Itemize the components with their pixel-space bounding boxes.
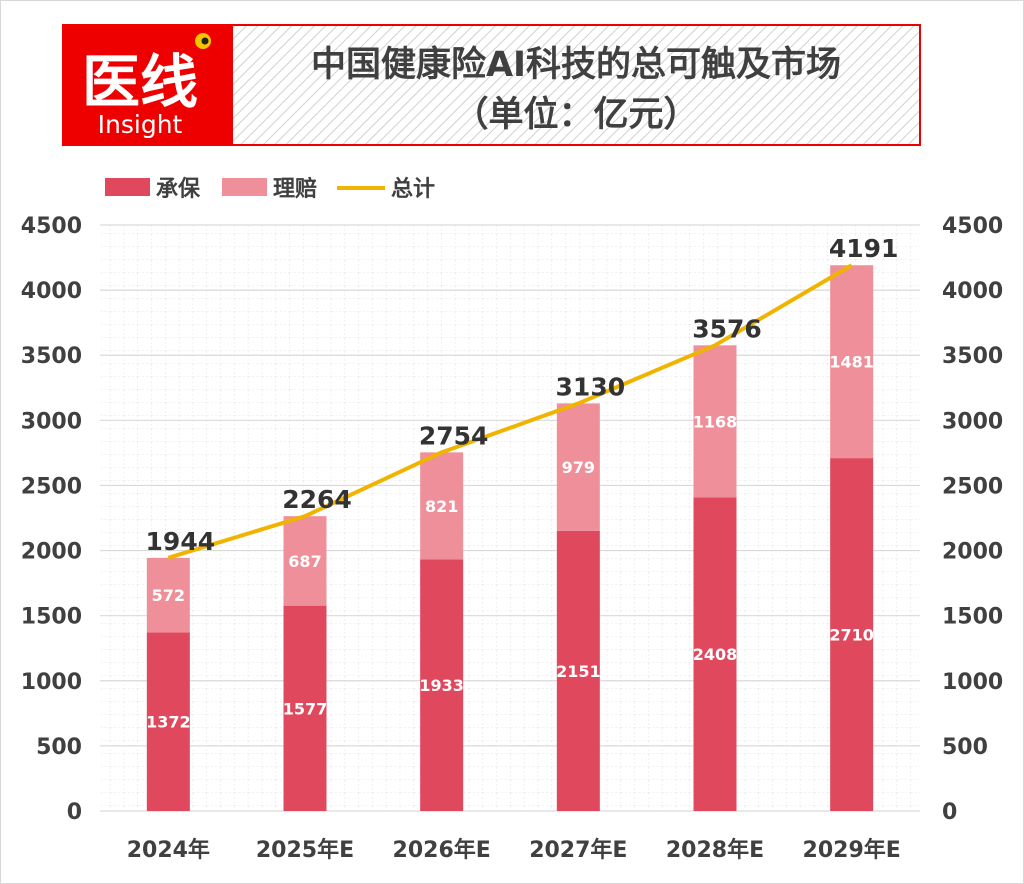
x-tick-label: 2025年E bbox=[256, 837, 354, 863]
data-label-underwriting: 1372 bbox=[146, 713, 191, 732]
bar-underwriting bbox=[830, 458, 874, 811]
data-label-claims: 979 bbox=[562, 458, 595, 477]
y-tick-label-right: 0 bbox=[942, 800, 957, 825]
y-tick-label-left: 2000 bbox=[21, 540, 82, 565]
legend: 承保 理赔 总计 bbox=[105, 176, 435, 202]
y-tick-label-left: 4000 bbox=[21, 279, 82, 304]
y-tick-label-left: 3000 bbox=[21, 409, 82, 434]
x-tick-label: 2029年E bbox=[803, 837, 901, 863]
data-label-underwriting: 1577 bbox=[283, 699, 328, 718]
legend-swatch-underwriting bbox=[105, 178, 150, 196]
legend-label-claims: 理赔 bbox=[273, 176, 317, 202]
plot-area bbox=[100, 225, 920, 811]
data-label-total: 2264 bbox=[282, 485, 352, 514]
y-tick-label-left: 4500 bbox=[21, 214, 82, 239]
y-tick-label-left: 2500 bbox=[21, 474, 82, 499]
data-label-claims: 1168 bbox=[693, 412, 738, 431]
data-label-underwriting: 1933 bbox=[419, 676, 464, 695]
line-total bbox=[167, 263, 853, 560]
y-tick-label-left: 1500 bbox=[21, 605, 82, 630]
bar-underwriting bbox=[693, 497, 737, 811]
y-tick-label-right: 1500 bbox=[942, 605, 1003, 630]
data-label-total: 4191 bbox=[829, 234, 899, 263]
data-label-total: 3576 bbox=[692, 314, 762, 343]
bar-claims bbox=[420, 452, 464, 560]
data-label-underwriting: 2710 bbox=[829, 626, 874, 645]
title-banner: 医线 Insight 中国健康险AI科技的总可触及市场 （单位：亿元） bbox=[62, 24, 921, 146]
legend-label-underwriting: 承保 bbox=[156, 177, 201, 202]
x-tick-label: 2028年E bbox=[666, 837, 764, 863]
x-tick-label: 2024年 bbox=[127, 837, 210, 863]
y-tick-label-left: 0 bbox=[67, 800, 82, 825]
x-tick-label: 2026年E bbox=[393, 837, 491, 863]
y-tick-label-right: 2000 bbox=[942, 540, 1003, 565]
bar-claims bbox=[556, 403, 600, 531]
x-tick-label: 2027年E bbox=[529, 837, 627, 863]
y-tick-label-right: 3000 bbox=[942, 409, 1003, 434]
bar-claims bbox=[830, 265, 874, 459]
data-label-underwriting: 2151 bbox=[556, 662, 601, 681]
bar-underwriting bbox=[420, 559, 464, 811]
y-tick-label-left: 500 bbox=[36, 735, 82, 760]
chart-title: 中国健康险AI科技的总可触及市场 bbox=[311, 44, 841, 85]
legend-label-total: 总计 bbox=[391, 176, 435, 202]
bar-claims bbox=[283, 516, 327, 606]
data-label-total: 3130 bbox=[556, 372, 626, 401]
data-label-claims: 1481 bbox=[829, 353, 874, 372]
bar-claims bbox=[146, 557, 190, 633]
y-tick-label-right: 3500 bbox=[942, 344, 1003, 369]
data-label-claims: 687 bbox=[288, 552, 321, 571]
data-label-claims: 572 bbox=[152, 586, 185, 605]
bar-underwriting bbox=[283, 605, 327, 811]
y-tick-label-right: 500 bbox=[942, 735, 988, 760]
data-label-total: 1944 bbox=[146, 527, 216, 556]
legend-swatch-claims bbox=[222, 178, 267, 196]
data-label-total: 2754 bbox=[419, 421, 489, 450]
chart-subtitle: （单位：亿元） bbox=[453, 95, 698, 135]
logo-text-cn: 医线 bbox=[82, 48, 198, 116]
bar-claims bbox=[693, 345, 737, 498]
y-tick-label-left: 3500 bbox=[21, 344, 82, 369]
data-label-underwriting: 2408 bbox=[693, 645, 738, 664]
bar-underwriting bbox=[146, 632, 190, 811]
logo-text-en: Insight bbox=[98, 110, 183, 139]
y-tick-label-right: 2500 bbox=[942, 474, 1003, 499]
y-tick-label-left: 1000 bbox=[21, 670, 82, 695]
bar-underwriting bbox=[556, 530, 600, 811]
y-tick-label-right: 1000 bbox=[942, 670, 1003, 695]
data-label-claims: 821 bbox=[425, 497, 458, 516]
y-tick-label-right: 4500 bbox=[942, 214, 1003, 239]
y-tick-label-right: 4000 bbox=[942, 279, 1003, 304]
